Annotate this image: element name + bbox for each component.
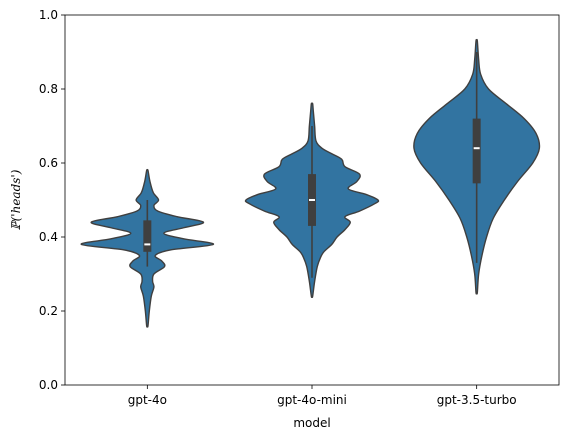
y-axis-label: ℙ('heads') bbox=[9, 169, 23, 230]
x-axis-label: model bbox=[293, 416, 330, 430]
iqr-box-gpt-3.5-turbo bbox=[473, 119, 481, 184]
y-tick-label: 0.8 bbox=[39, 82, 58, 96]
y-tick-label: 0.4 bbox=[39, 230, 58, 244]
y-axis: 0.0 0.2 0.4 0.6 0.8 1.0 bbox=[39, 8, 65, 392]
y-tick-label: 0.2 bbox=[39, 304, 58, 318]
y-tick-label: 0.6 bbox=[39, 156, 58, 170]
y-tick-label: 1.0 bbox=[39, 8, 58, 22]
iqr-box-gpt-4o bbox=[143, 220, 151, 251]
x-tick-label: gpt-4o bbox=[128, 393, 167, 407]
x-axis: gpt-4o gpt-4o-mini gpt-3.5-turbo bbox=[128, 385, 517, 407]
x-tick-label: gpt-4o-mini bbox=[277, 393, 347, 407]
y-tick-label: 0.0 bbox=[39, 378, 58, 392]
x-tick-label: gpt-3.5-turbo bbox=[437, 393, 517, 407]
